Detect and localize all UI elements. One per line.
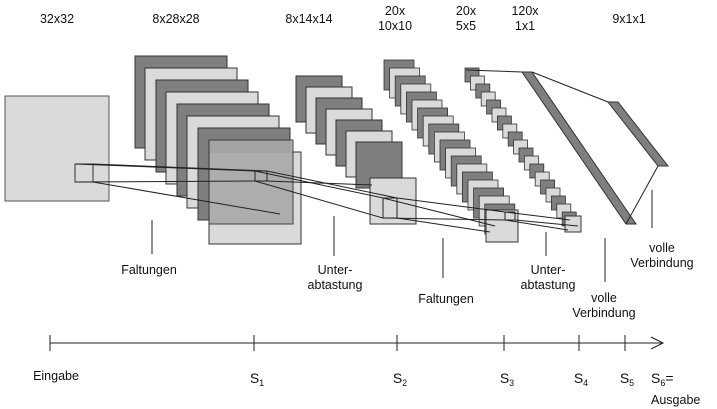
input-image [4, 95, 110, 202]
axis-s2-index: 2 [402, 378, 408, 388]
op-volle-1-line1: volle [591, 291, 617, 305]
axis-ausgabe: Ausgabe [651, 393, 701, 407]
dim-output: 9x1x1 [612, 12, 646, 26]
op-volle-2-line2: Verbindung [630, 256, 694, 270]
op-unter-1-line2: abtastung [307, 278, 363, 292]
output-layer-bar [606, 101, 670, 167]
op-unter-2-line2: abtastung [520, 278, 576, 292]
op-unterabtastung-2: Unter- abtastung [521, 263, 576, 293]
axis-s1-index: 1 [259, 378, 265, 388]
conv1-feature-maps [134, 55, 302, 245]
conv2-front-map [485, 209, 519, 243]
pool1-feature-maps [295, 75, 417, 225]
dim-pool2-line1: 20x [455, 4, 477, 18]
dim-pool2-line2: 5x5 [455, 19, 477, 33]
dim-conv1: 8x28x28 [152, 12, 200, 26]
axis-s5: S5 [620, 370, 634, 391]
op-unter-2-line1: Unter- [530, 263, 566, 277]
conv3-layer-bar [521, 71, 637, 225]
axis-s1: S1 [250, 370, 264, 391]
axis-s5-index: 5 [629, 378, 635, 388]
axis-s3: S3 [500, 370, 514, 391]
dim-conv3-line1: 120x [511, 4, 539, 18]
op-volle-verbindung-2: volle Verbindung [630, 241, 693, 271]
stage-axis [49, 335, 665, 351]
op-volle-verbindung-1: volle Verbindung [572, 291, 635, 321]
axis-s4: S4 [574, 370, 588, 391]
op-unter-1-line1: Unter- [317, 263, 353, 277]
conv2-kernel-window [504, 211, 516, 221]
op-faltungen-2: Faltungen [418, 292, 474, 306]
dim-input: 32x32 [39, 12, 75, 26]
axis-s6-letter: S [651, 370, 661, 386]
op-faltungen-1: Faltungen [121, 263, 177, 277]
op-volle-1-line2: Verbindung [572, 306, 636, 320]
connection-lines [74, 69, 659, 233]
axis-eingabe: Eingabe [33, 369, 79, 383]
op-volle-2-line1: volle [649, 241, 675, 255]
dim-pool1: 8x14x14 [285, 12, 333, 26]
dim-conv2: 20x 10x10 [378, 4, 412, 34]
axis-s2: S2 [393, 370, 407, 391]
axis-s5-letter: S [619, 370, 630, 386]
dim-pool2: 20x 5x5 [456, 4, 476, 34]
conv2-feature-maps [383, 59, 516, 235]
axis-s6-index: 6 [660, 378, 666, 388]
dim-conv2-line2: 10x10 [377, 19, 413, 33]
axis-s4-index: 4 [583, 378, 589, 388]
dim-conv2-line1: 20x [384, 4, 406, 18]
dim-conv3-line2: 1x1 [514, 19, 536, 33]
axis-s6: S6= Ausgabe [651, 370, 700, 408]
callout-leaders [151, 190, 653, 282]
axis-s2-letter: S [392, 370, 403, 386]
axis-s6-equals: = [665, 370, 674, 386]
axis-s1-letter: S [249, 370, 260, 386]
dim-conv3: 120x 1x1 [511, 4, 538, 34]
op-unterabtastung-1: Unter- abtastung [308, 263, 363, 293]
axis-s4-letter: S [573, 370, 584, 386]
axis-s3-index: 3 [509, 378, 515, 388]
axis-s3-letter: S [499, 370, 510, 386]
